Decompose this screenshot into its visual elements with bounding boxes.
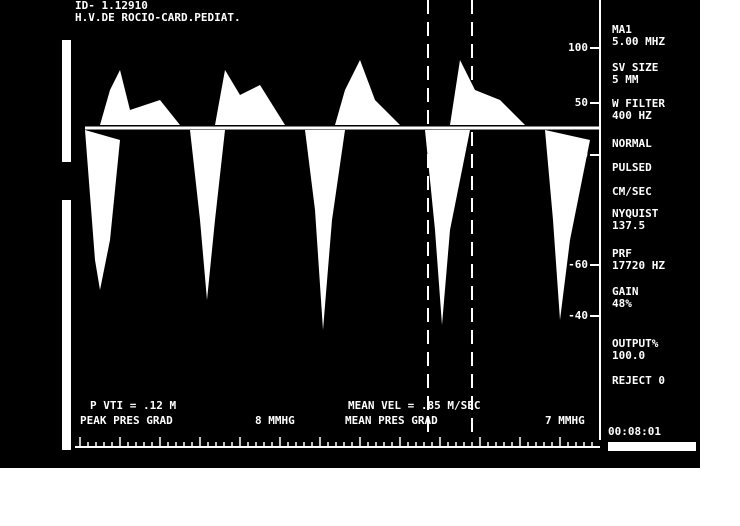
- measurement: 8 MMHG: [255, 414, 295, 427]
- setting: 400 HZ: [612, 109, 652, 122]
- scale-label: 50: [575, 96, 588, 109]
- setting: 48%: [612, 297, 632, 310]
- setting: CM/SEC: [612, 185, 652, 198]
- side-bar: [62, 40, 71, 162]
- clock: 00:08:01: [608, 425, 661, 438]
- ultrasound-screen: ID- 1.12910 H.V.DE ROCIO-CARD.PEDIAT. P …: [0, 0, 740, 522]
- setting: REJECT 0: [612, 374, 665, 387]
- header: H.V.DE ROCIO-CARD.PEDIAT.: [75, 11, 241, 24]
- setting: 137.5: [612, 219, 645, 232]
- scale-label: 100: [568, 41, 588, 54]
- setting: 5.00 MHZ: [612, 35, 665, 48]
- setting: NORMAL: [612, 137, 652, 150]
- measurement: P VTI = .12 M: [90, 399, 176, 412]
- setting: PULSED: [612, 161, 652, 174]
- status-bar: [608, 442, 696, 451]
- measurement: MEAN VEL = .85 M/SEC: [348, 399, 480, 412]
- scale-label: -60: [568, 258, 588, 271]
- scale-label: -40: [568, 309, 588, 322]
- setting: 5 MM: [612, 73, 639, 86]
- scale-label: -20: [568, 148, 588, 161]
- measurement: MEAN PRES GRAD: [345, 414, 438, 427]
- side-bar: [62, 200, 71, 450]
- measurement: PEAK PRES GRAD: [80, 414, 173, 427]
- setting: 17720 HZ: [612, 259, 665, 272]
- setting: 100.0: [612, 349, 645, 362]
- measurement: 7 MMHG: [545, 414, 585, 427]
